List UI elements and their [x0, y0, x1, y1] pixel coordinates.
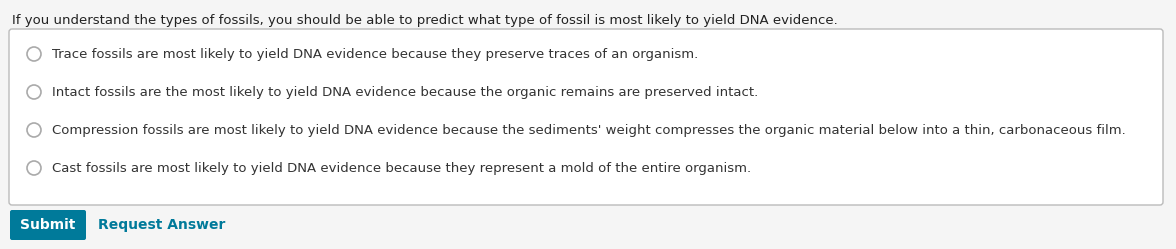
- Text: Trace fossils are most likely to yield DNA evidence because they preserve traces: Trace fossils are most likely to yield D…: [52, 48, 699, 61]
- Circle shape: [27, 123, 41, 137]
- Circle shape: [27, 47, 41, 61]
- Text: Intact fossils are the most likely to yield DNA evidence because the organic rem: Intact fossils are the most likely to yi…: [52, 85, 759, 99]
- Text: If you understand the types of fossils, you should be able to predict what type : If you understand the types of fossils, …: [12, 14, 837, 27]
- FancyBboxPatch shape: [11, 210, 86, 240]
- Text: Cast fossils are most likely to yield DNA evidence because they represent a mold: Cast fossils are most likely to yield DN…: [52, 162, 751, 175]
- Text: Compression fossils are most likely to yield DNA evidence because the sediments': Compression fossils are most likely to y…: [52, 124, 1125, 136]
- Text: Request Answer: Request Answer: [98, 218, 226, 232]
- Circle shape: [27, 161, 41, 175]
- Circle shape: [27, 85, 41, 99]
- FancyBboxPatch shape: [9, 29, 1163, 205]
- Text: Submit: Submit: [20, 218, 75, 232]
